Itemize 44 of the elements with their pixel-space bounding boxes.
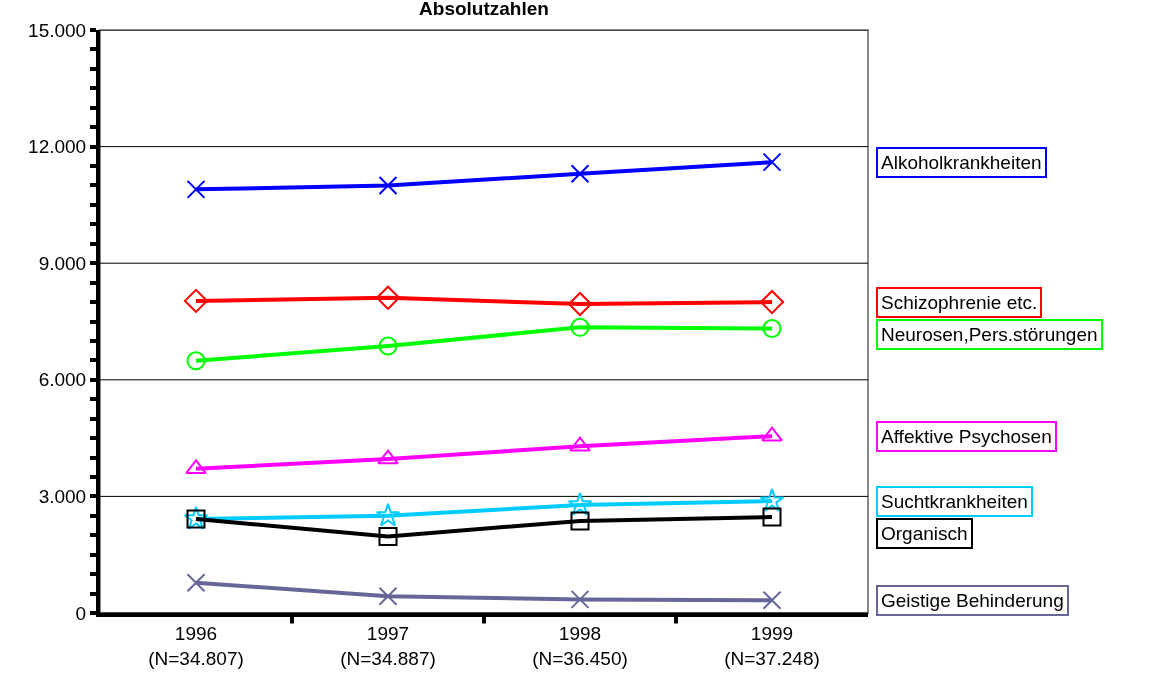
point [570,589,590,609]
point [570,164,590,184]
point [762,590,782,610]
point [375,285,401,310]
point [570,317,590,337]
x-tick-label: 1998 (N=36.450) [532,622,628,669]
point [570,511,590,531]
text: Neurosen,Pers.störungen [881,324,1098,345]
text: Schizophrenie etc. [881,292,1038,313]
point [567,291,593,317]
y-tick-label: 12.000 [28,136,87,158]
point [762,152,782,172]
y-tick-label: 3.000 [38,486,87,508]
point [761,426,783,442]
point [762,319,782,338]
chart-title: Absolutzahlen [419,0,549,20]
point [378,336,398,356]
point [378,526,398,546]
point [186,573,206,593]
point [759,290,785,315]
x-tick-label: 1996 (N=34.807) [148,622,244,669]
y-tick-label: 6.000 [38,369,87,391]
point [185,459,207,475]
point [186,179,206,199]
text: Organisch [881,523,968,544]
point [377,449,399,465]
point [762,507,782,527]
point [378,175,398,195]
point [569,436,591,452]
text: Alkoholkrankheiten [881,152,1042,173]
x-tick-label: 1997 (N=34.887) [340,622,436,669]
text: Geistige Behinderung [881,590,1064,611]
point [186,351,206,371]
point [759,488,785,512]
y-tick-label: 9.000 [38,252,87,274]
text: Suchtkrankheiten [881,491,1028,512]
y-tick-label: 15.000 [28,19,87,41]
text: Affektive Psychosen [881,426,1052,447]
point [183,288,209,313]
point [567,492,593,516]
y-tick-label: 0 [75,602,87,624]
point [378,586,398,606]
x-tick-label: 1999 (N=37.248) [724,622,820,669]
point [375,502,401,527]
